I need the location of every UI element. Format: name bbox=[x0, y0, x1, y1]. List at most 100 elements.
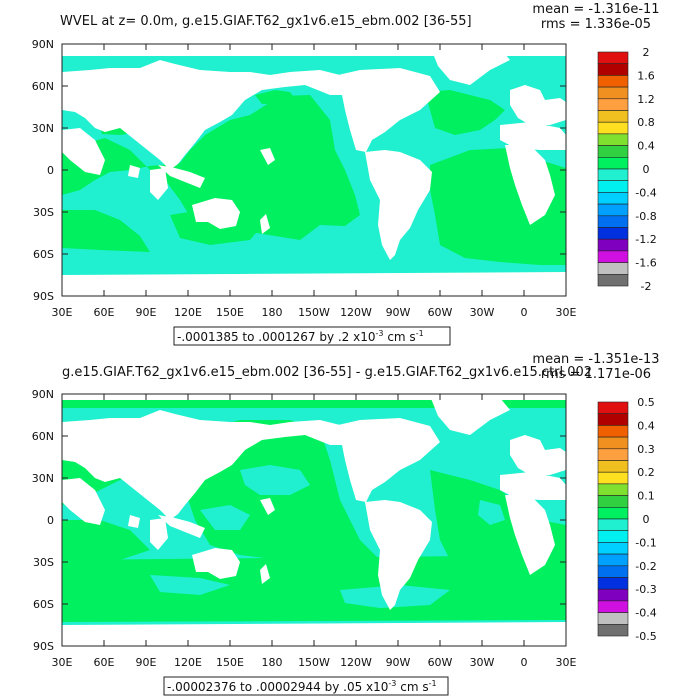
range-label: -.0001385 to .0001267 by .2 x10-3 cm s-1 bbox=[177, 329, 424, 344]
mean-stat: mean = -1.351e-13 bbox=[532, 352, 659, 367]
colorbar-swatch bbox=[597, 63, 629, 76]
x-tick-label: 180 bbox=[262, 306, 283, 319]
x-tick-label: 90W bbox=[386, 306, 411, 319]
y-tick-label: 60S bbox=[33, 598, 54, 611]
colorbar-label: -0.1 bbox=[635, 536, 656, 549]
colorbar-swatch bbox=[597, 553, 629, 567]
colorbar-swatch bbox=[597, 262, 629, 275]
colorbar-swatch bbox=[597, 542, 629, 555]
colorbar-swatch bbox=[597, 401, 629, 414]
colorbar-label: 0 bbox=[643, 513, 650, 526]
colorbar-label: 1.2 bbox=[637, 93, 655, 106]
y-tick-label: 0 bbox=[47, 514, 54, 527]
colorbar-swatch bbox=[597, 600, 629, 613]
colorbar-swatch bbox=[597, 157, 629, 170]
colorbar-label: 0.8 bbox=[637, 116, 655, 129]
colorbar-swatch bbox=[597, 192, 629, 205]
chart-title: g.e15.GIAF.T62_gx1v6.e15_ebm.002 [36-55]… bbox=[62, 365, 592, 380]
x-tick-label: 0 bbox=[521, 656, 528, 669]
panel-bottom: g.e15.GIAF.T62_gx1v6.e15_ebm.002 [36-55]… bbox=[32, 352, 660, 696]
colorbar-label: 0.4 bbox=[637, 140, 655, 153]
x-tick-label: 60W bbox=[428, 306, 453, 319]
x-tick-label: 60E bbox=[94, 656, 115, 669]
y-axis: 90N 60N 30N 0 30S 60S 90S bbox=[32, 388, 566, 653]
mean-stat: mean = -1.316e-11 bbox=[532, 2, 659, 17]
ocean-heatmap bbox=[62, 44, 566, 296]
rms-stat: rms = 1.336e-05 bbox=[541, 17, 651, 32]
x-tick-label: 0 bbox=[521, 306, 528, 319]
x-tick-label: 60E bbox=[94, 306, 115, 319]
range-label-box bbox=[163, 676, 449, 696]
x-tick-label: 60W bbox=[428, 656, 453, 669]
colorbar-label: -0.2 bbox=[635, 560, 656, 573]
x-tick-label: 30W bbox=[470, 656, 495, 669]
x-tick-label: 120W bbox=[340, 656, 372, 669]
colorbar-swatch bbox=[597, 121, 629, 135]
colorbar: 0.5 0.4 0.3 0.2 0.1 0 -0.1 -0.2 -0.3 -0.4 -0.5 bbox=[597, 396, 657, 643]
range-label: -.00002376 to .00002944 by .05 x10-3 cm … bbox=[167, 679, 437, 694]
colorbar-swatch bbox=[597, 518, 629, 531]
ocean-heatmap bbox=[62, 394, 566, 646]
colorbar-swatch bbox=[597, 471, 629, 485]
x-tick-label: 150W bbox=[298, 656, 330, 669]
colorbar-swatch bbox=[597, 565, 629, 578]
y-tick-label: 60N bbox=[32, 430, 54, 443]
colorbar-swatch bbox=[597, 623, 629, 637]
colorbar-swatch bbox=[597, 51, 629, 64]
colorbar-label: 0 bbox=[643, 163, 650, 176]
colorbar-label: 0.2 bbox=[637, 466, 655, 479]
range-label-box bbox=[173, 326, 451, 346]
colorbar-label: -2 bbox=[641, 280, 652, 293]
colorbar-swatch bbox=[597, 448, 629, 461]
colorbar-swatch bbox=[597, 612, 629, 625]
colorbar-label: 0.4 bbox=[637, 419, 655, 432]
y-tick-label: 90S bbox=[33, 640, 54, 653]
y-tick-label: 60N bbox=[32, 80, 54, 93]
x-tick-label: 30W bbox=[470, 306, 495, 319]
colorbar-swatch bbox=[597, 273, 629, 287]
colorbar-swatch bbox=[597, 203, 629, 217]
colorbar-swatch bbox=[597, 250, 629, 263]
y-tick-label: 30S bbox=[33, 556, 54, 569]
colorbar-label: -0.4 bbox=[635, 607, 656, 620]
colorbar-label: -0.4 bbox=[635, 186, 656, 199]
x-tick-label: 150E bbox=[216, 306, 244, 319]
x-tick-label: 150W bbox=[298, 306, 330, 319]
colorbar-swatch bbox=[597, 495, 629, 508]
x-tick-label: 90E bbox=[136, 656, 157, 669]
colorbar-label: 0.1 bbox=[637, 490, 655, 503]
y-tick-label: 30N bbox=[32, 472, 54, 485]
colorbar-swatch bbox=[597, 75, 629, 88]
x-tick-label: 180 bbox=[262, 656, 283, 669]
x-tick-label: 150E bbox=[216, 656, 244, 669]
x-tick-label: 90W bbox=[386, 656, 411, 669]
colorbar-label: -0.8 bbox=[635, 210, 656, 223]
y-tick-label: 90N bbox=[32, 388, 54, 401]
colorbar-swatch bbox=[597, 168, 629, 181]
x-axis: 30E 60E 90E 120E 150E 180 150W 120W 90W 60W 30W 0 30… bbox=[52, 44, 577, 319]
x-tick-label: 120E bbox=[174, 306, 202, 319]
positive-velocity-regions bbox=[62, 90, 566, 265]
x-tick-label: 30E bbox=[556, 656, 577, 669]
panel-top: WVEL at z= 0.0m, g.e15.GIAF.T62_gx1v6.e1… bbox=[32, 2, 660, 346]
rms-stat: rms = 1.171e-06 bbox=[541, 367, 651, 382]
colorbar-swatch bbox=[597, 577, 629, 590]
colorbar-swatch bbox=[597, 145, 629, 158]
colorbar-label: -1.6 bbox=[635, 257, 656, 270]
x-tick-label: 120E bbox=[174, 656, 202, 669]
colorbar-label: -1.2 bbox=[635, 233, 656, 246]
x-tick-label: 30E bbox=[556, 306, 577, 319]
x-tick-label: 30E bbox=[52, 306, 73, 319]
y-tick-label: 0 bbox=[47, 164, 54, 177]
colorbar-swatch bbox=[597, 98, 629, 111]
colorbar-label: 1.6 bbox=[637, 69, 655, 82]
colorbar-label: 0.3 bbox=[637, 443, 655, 456]
colorbar-swatch bbox=[597, 425, 629, 438]
y-tick-label: 30N bbox=[32, 122, 54, 135]
colorbar-swatch bbox=[597, 530, 629, 543]
y-tick-label: 30S bbox=[33, 206, 54, 219]
colorbar-swatch bbox=[597, 588, 629, 602]
x-axis: 30E 60E 90E 120E 150E 180 150W 120W 90W 60W 30W 0 30… bbox=[52, 394, 577, 669]
colorbar-swatch bbox=[597, 460, 629, 473]
